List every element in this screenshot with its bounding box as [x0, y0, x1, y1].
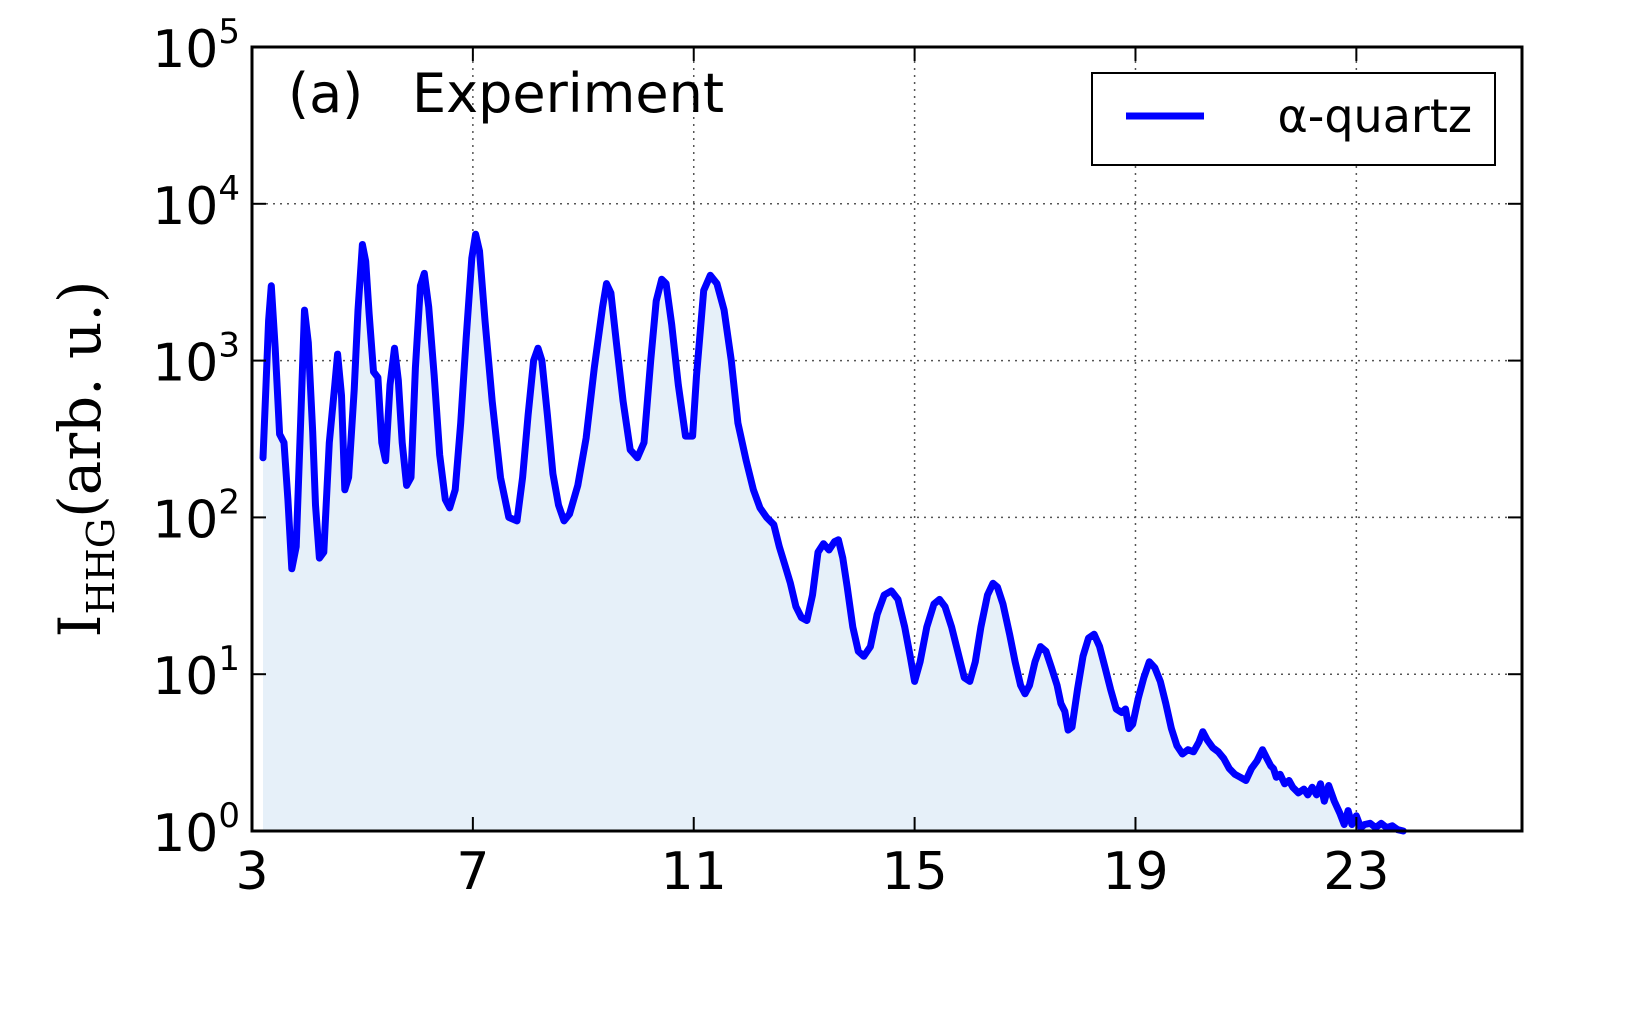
x-tick-label: 11 [661, 842, 727, 902]
y-tick-label: 100 [152, 796, 240, 864]
x-tick-labels: 3 7 11 15 19 23 [235, 842, 1389, 902]
y-tick-label-exponent: 1 [218, 639, 240, 679]
y-tick-label: 103 [152, 326, 240, 394]
y-tick-label-base: 10 [152, 647, 218, 707]
x-tick-label: 23 [1323, 842, 1389, 902]
y-tick-label-exponent: 5 [218, 12, 240, 52]
spectrum-area-fill [263, 234, 1404, 831]
legend: α-quartz [1091, 72, 1496, 166]
y-axis-label-rest: (arb. u.) [46, 281, 114, 518]
x-tick-label: 7 [456, 842, 489, 902]
y-axis-label: IHHG(arb. u.) [46, 281, 123, 638]
plot-frame [250, 45, 1524, 833]
x-tick-label: 15 [882, 842, 948, 902]
y-tick-label: 101 [152, 639, 240, 707]
y-tick-label: 105 [152, 12, 240, 80]
x-tick-label: 3 [235, 842, 268, 902]
y-tick-label-base: 10 [152, 804, 218, 864]
y-tick-label-base: 10 [152, 490, 218, 550]
panel-label: (a) [288, 62, 363, 125]
chart-title: Experiment [412, 62, 724, 125]
y-tick-label-base: 10 [152, 177, 218, 237]
y-tick-label-exponent: 3 [218, 326, 240, 366]
y-tick-label-base: 10 [152, 334, 218, 394]
spectrum-line-alpha-quartz [259, 230, 1407, 835]
y-axis-label-subscript: HHG [79, 518, 123, 615]
x-tick-label: 19 [1102, 842, 1168, 902]
legend-label-alpha-quartz: α-quartz [1277, 89, 1472, 143]
y-tick-label: 104 [152, 169, 240, 237]
y-tick-label: 102 [152, 482, 240, 550]
y-tick-label-base: 10 [152, 20, 218, 80]
y-axis-label-base: I [46, 615, 114, 638]
y-tick-label-exponent: 2 [218, 482, 240, 522]
axis-ticks [251, 46, 1522, 832]
y-tick-label-exponent: 4 [218, 169, 240, 209]
y-tick-label-exponent: 0 [218, 796, 240, 836]
